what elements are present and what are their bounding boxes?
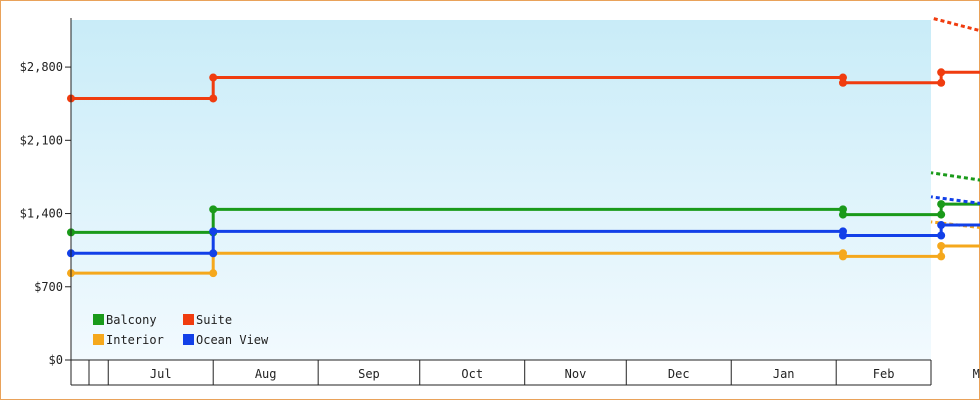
x-tick-label: Aug	[255, 367, 277, 381]
y-tick-label: $0	[49, 353, 63, 367]
legend-label-suite: Suite	[196, 313, 232, 327]
series-point-interior	[839, 252, 847, 260]
series-point-suite	[209, 94, 217, 102]
legend-label-balcony: Balcony	[106, 313, 157, 327]
series-point-interior	[937, 252, 945, 260]
series-point-suite	[839, 79, 847, 87]
legend-swatch-interior	[93, 334, 104, 345]
series-point-balcony	[937, 200, 945, 208]
series-point-ocean-view	[209, 249, 217, 257]
series-point-balcony	[937, 211, 945, 219]
series-point-interior	[937, 242, 945, 250]
series-point-interior	[209, 269, 217, 277]
x-tick-label: Dec	[668, 367, 690, 381]
x-tick-label: Jan	[773, 367, 795, 381]
x-tick-label: Oct	[461, 367, 483, 381]
series-point-ocean-view	[937, 232, 945, 240]
x-tick-label: Jul	[150, 367, 172, 381]
plot-background	[71, 20, 931, 360]
series-forecast-suite	[931, 18, 980, 72]
series-point-ocean-view	[839, 232, 847, 240]
series-forecast-balcony	[931, 173, 980, 204]
x-tick-label: Feb	[873, 367, 895, 381]
series-point-ocean-view	[937, 221, 945, 229]
series-point-suite	[937, 79, 945, 87]
legend-swatch-balcony	[93, 314, 104, 325]
x-tick-label: Nov	[565, 367, 587, 381]
x-tick-label: Sep	[358, 367, 380, 381]
x-tick-label: Mar	[973, 367, 980, 381]
y-tick-label: $1,400	[20, 207, 63, 221]
y-tick-label: $700	[34, 280, 63, 294]
y-tick-label: $2,100	[20, 133, 63, 147]
legend-swatch-suite	[183, 314, 194, 325]
series-forecast-ocean-view	[931, 197, 980, 225]
series-point-suite	[209, 74, 217, 82]
legend-swatch-ocean-view	[183, 334, 194, 345]
series-point-ocean-view	[209, 227, 217, 235]
series-point-balcony	[209, 205, 217, 213]
y-tick-label: $2,800	[20, 60, 63, 74]
legend-label-interior: Interior	[106, 333, 164, 347]
series-point-suite	[937, 68, 945, 76]
legend-label-ocean-view: Ocean View	[196, 333, 269, 347]
series-point-balcony	[839, 211, 847, 219]
